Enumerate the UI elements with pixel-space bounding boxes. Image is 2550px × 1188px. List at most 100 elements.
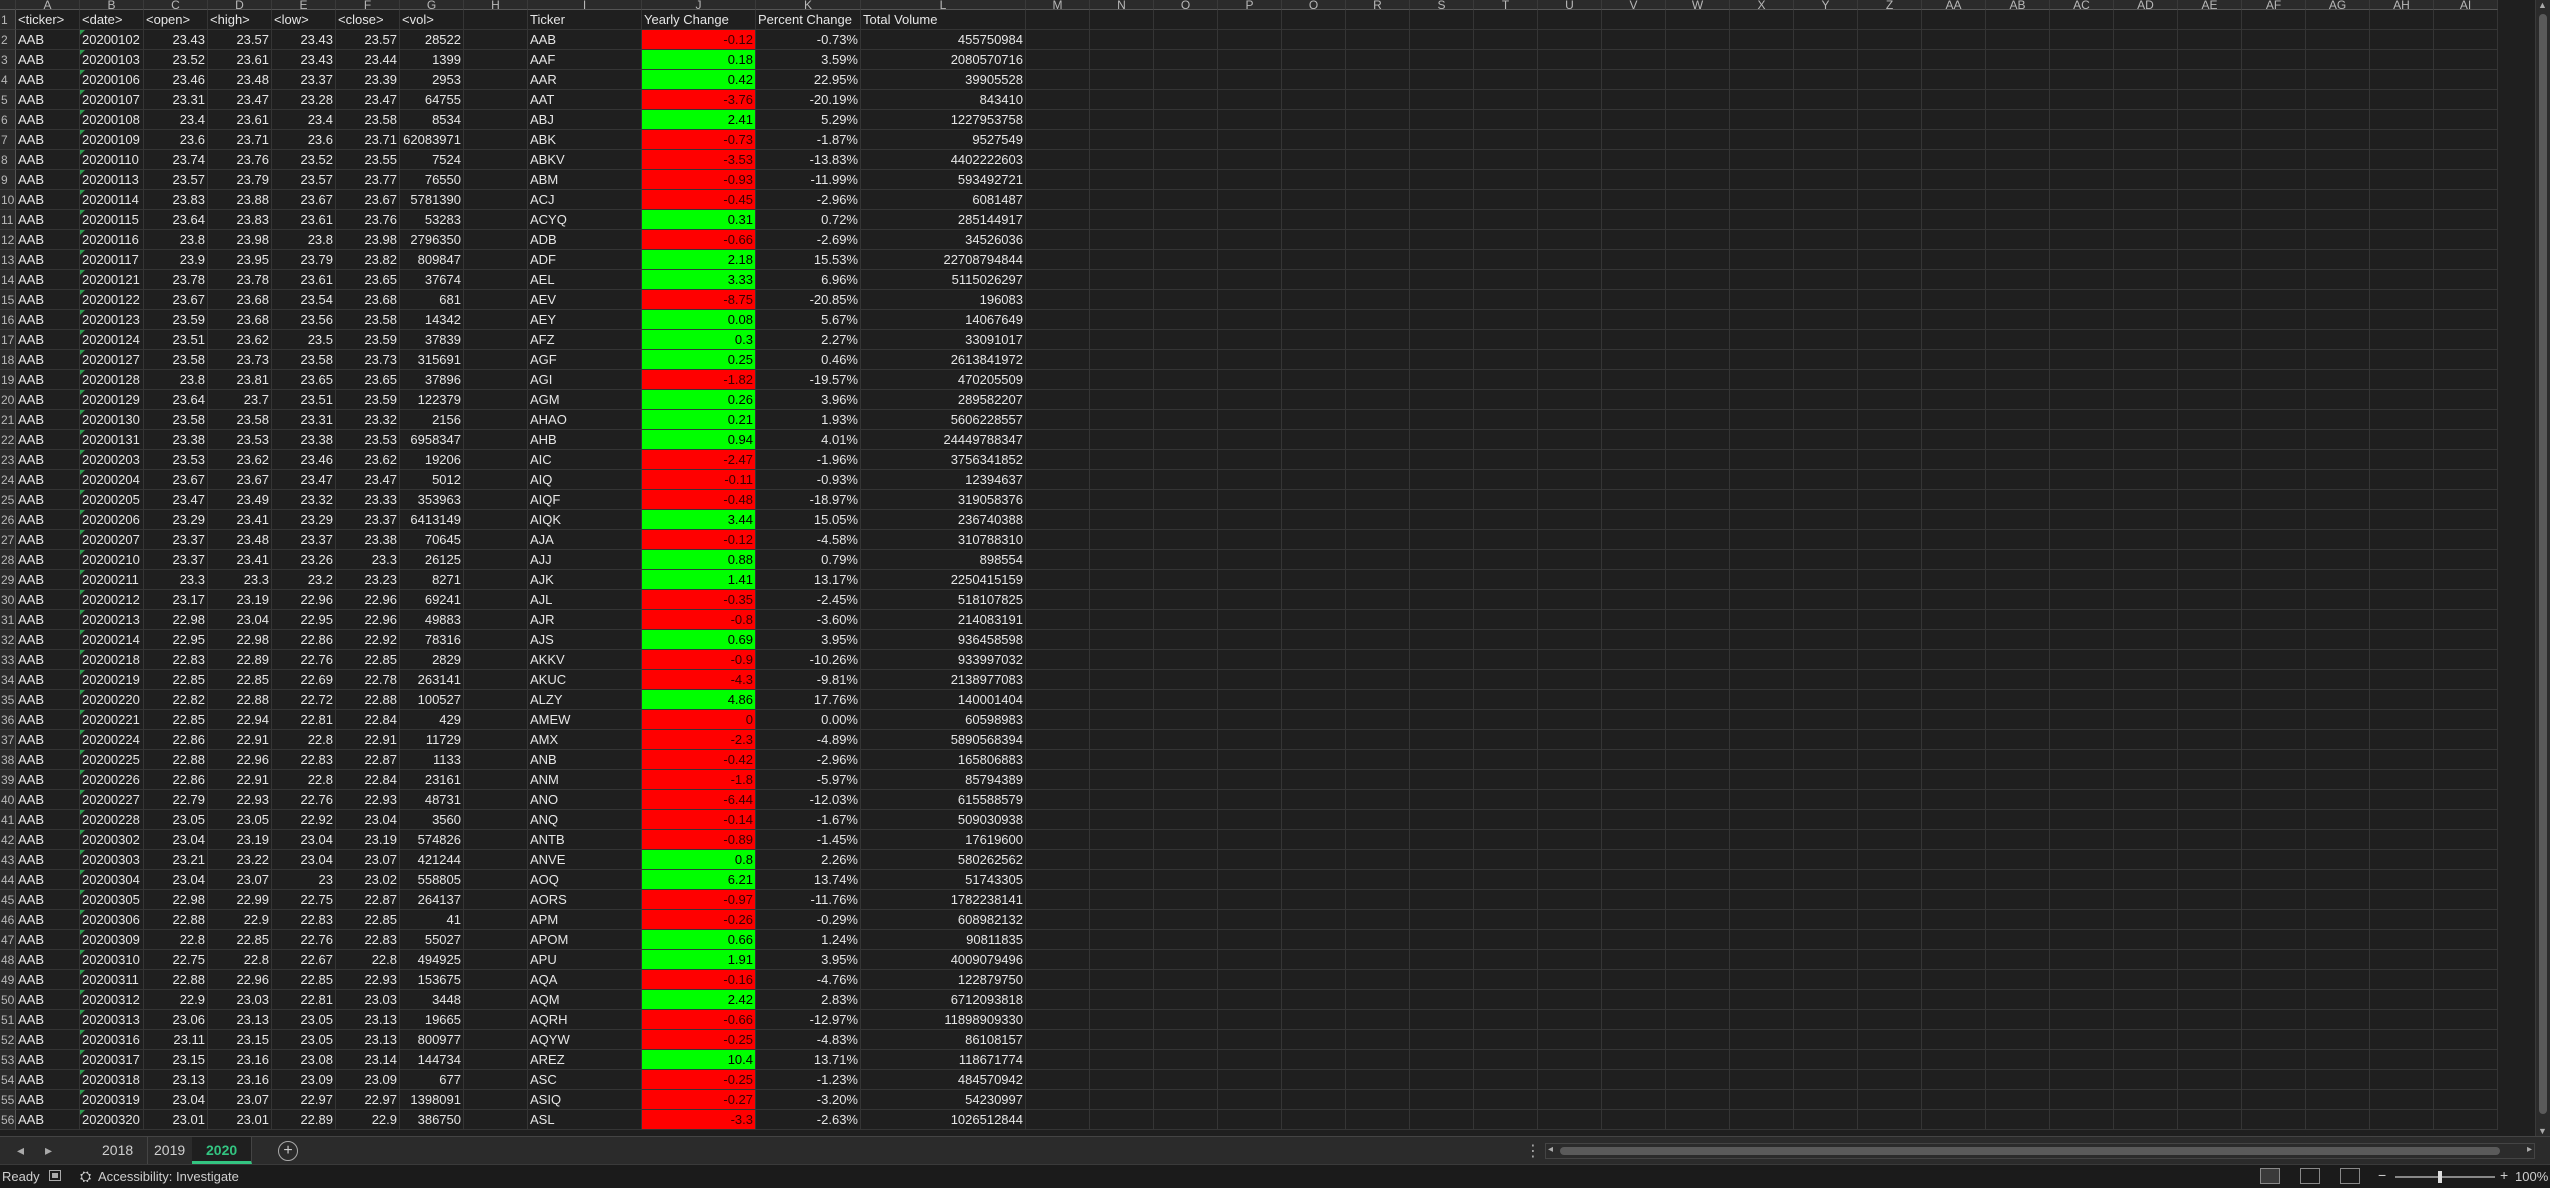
cell[interactable]	[1602, 330, 1666, 350]
cell[interactable]	[1026, 650, 1090, 670]
cell[interactable]	[2114, 510, 2178, 530]
cell[interactable]	[2434, 870, 2498, 890]
cell[interactable]	[2114, 230, 2178, 250]
cell[interactable]	[1474, 90, 1538, 110]
cell[interactable]	[2114, 50, 2178, 70]
row-header[interactable]: 28	[0, 550, 16, 570]
cell[interactable]	[1090, 550, 1154, 570]
cell[interactable]	[1986, 310, 2050, 330]
cell[interactable]	[2370, 450, 2434, 470]
percent-change-cell[interactable]: 13.17%	[756, 570, 861, 590]
cell[interactable]	[464, 1050, 528, 1070]
cell[interactable]	[2306, 710, 2370, 730]
row-header[interactable]: 47	[0, 930, 16, 950]
cell[interactable]	[2242, 110, 2306, 130]
cell[interactable]	[1410, 210, 1474, 230]
cell[interactable]	[2242, 810, 2306, 830]
cell[interactable]	[1538, 70, 1602, 90]
row-header[interactable]: 49	[0, 970, 16, 990]
cell[interactable]	[1858, 670, 1922, 690]
cell[interactable]	[2050, 570, 2114, 590]
cell[interactable]	[2114, 190, 2178, 210]
cell[interactable]	[1218, 450, 1282, 470]
data-cell[interactable]: 20200305	[80, 890, 144, 910]
row-header[interactable]: 7	[0, 130, 16, 150]
cell[interactable]	[1474, 110, 1538, 130]
data-cell[interactable]: 23.16	[208, 1050, 272, 1070]
row-header[interactable]: 1	[0, 10, 16, 30]
cell[interactable]	[2370, 590, 2434, 610]
cell[interactable]	[1410, 590, 1474, 610]
data-cell[interactable]: AAB	[16, 590, 80, 610]
cell[interactable]	[1346, 210, 1410, 230]
cell[interactable]	[1730, 1050, 1794, 1070]
data-cell[interactable]: 23.51	[144, 330, 208, 350]
cell[interactable]	[1026, 910, 1090, 930]
cell[interactable]	[2306, 950, 2370, 970]
cell[interactable]	[1858, 230, 1922, 250]
cell[interactable]	[1794, 850, 1858, 870]
cell[interactable]	[2370, 150, 2434, 170]
cell[interactable]	[1474, 1050, 1538, 1070]
data-cell[interactable]: 23.83	[208, 210, 272, 230]
yearly-change-cell[interactable]: -0.48	[642, 490, 756, 510]
data-cell[interactable]: 23.76	[336, 210, 400, 230]
cell[interactable]	[1922, 310, 1986, 330]
cell[interactable]	[1410, 90, 1474, 110]
cell[interactable]	[1154, 630, 1218, 650]
data-cell[interactable]: 22.85	[144, 670, 208, 690]
cell[interactable]	[1154, 10, 1218, 30]
cell[interactable]	[1218, 550, 1282, 570]
ticker-cell[interactable]: AHAO	[528, 410, 642, 430]
data-cell[interactable]: 23.65	[336, 270, 400, 290]
cell[interactable]	[2242, 1090, 2306, 1110]
row-header[interactable]: 8	[0, 150, 16, 170]
row-header[interactable]: 30	[0, 590, 16, 610]
cell[interactable]	[1090, 370, 1154, 390]
cell[interactable]	[1026, 830, 1090, 850]
ticker-cell[interactable]: AEY	[528, 310, 642, 330]
cell[interactable]	[1026, 170, 1090, 190]
cell[interactable]	[2178, 570, 2242, 590]
data-cell[interactable]: 23.58	[272, 350, 336, 370]
cell[interactable]	[1602, 890, 1666, 910]
data-cell[interactable]: 23.49	[208, 490, 272, 510]
cell[interactable]	[2306, 830, 2370, 850]
data-cell[interactable]: 23.09	[336, 1070, 400, 1090]
cell[interactable]	[1730, 70, 1794, 90]
cell[interactable]	[2050, 990, 2114, 1010]
cell[interactable]	[1410, 190, 1474, 210]
cell[interactable]	[2370, 370, 2434, 390]
cell[interactable]	[1858, 410, 1922, 430]
cell[interactable]	[1218, 670, 1282, 690]
data-cell[interactable]: 23.47	[336, 90, 400, 110]
cell[interactable]	[1538, 790, 1602, 810]
row-header[interactable]: 14	[0, 270, 16, 290]
cell[interactable]	[464, 670, 528, 690]
cell[interactable]	[2306, 770, 2370, 790]
data-cell[interactable]: 100527	[400, 690, 464, 710]
data-cell[interactable]: 23.61	[272, 210, 336, 230]
data-cell[interactable]: 23.37	[144, 550, 208, 570]
row-header[interactable]: 23	[0, 450, 16, 470]
cell[interactable]	[1346, 270, 1410, 290]
cell[interactable]	[2434, 210, 2498, 230]
cell[interactable]	[2306, 590, 2370, 610]
cell[interactable]	[1410, 1070, 1474, 1090]
cell[interactable]	[1090, 290, 1154, 310]
cell[interactable]	[1026, 890, 1090, 910]
row-header[interactable]: 24	[0, 470, 16, 490]
data-cell[interactable]: 20200129	[80, 390, 144, 410]
cell[interactable]	[1858, 1090, 1922, 1110]
cell[interactable]	[2178, 990, 2242, 1010]
cell[interactable]	[2306, 670, 2370, 690]
cell[interactable]	[1794, 750, 1858, 770]
ticker-cell[interactable]: AJL	[528, 590, 642, 610]
data-cell[interactable]: 23.61	[272, 270, 336, 290]
data-cell[interactable]: 22.95	[144, 630, 208, 650]
cell[interactable]	[1474, 10, 1538, 30]
cell[interactable]	[1474, 310, 1538, 330]
data-cell[interactable]: 23.47	[144, 490, 208, 510]
cell[interactable]	[1218, 30, 1282, 50]
cell[interactable]	[1346, 490, 1410, 510]
